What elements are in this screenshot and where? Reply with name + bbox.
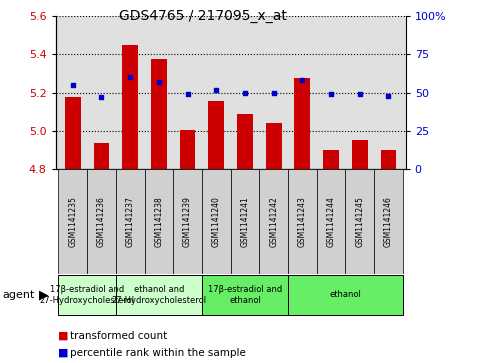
- Text: ■: ■: [58, 348, 69, 358]
- Text: GSM1141236: GSM1141236: [97, 196, 106, 247]
- Text: GSM1141244: GSM1141244: [327, 196, 336, 247]
- Point: [241, 90, 249, 95]
- Text: GSM1141246: GSM1141246: [384, 196, 393, 247]
- Bar: [87, 169, 116, 274]
- Text: 17β-estradiol and
ethanol: 17β-estradiol and ethanol: [208, 285, 282, 305]
- Text: transformed count: transformed count: [70, 331, 167, 341]
- Bar: [58, 169, 87, 274]
- Bar: [237, 114, 253, 169]
- Text: GSM1141242: GSM1141242: [269, 196, 278, 247]
- Text: 17β-estradiol and
27-Hydroxycholesterol: 17β-estradiol and 27-Hydroxycholesterol: [40, 285, 135, 305]
- Text: percentile rank within the sample: percentile rank within the sample: [70, 348, 246, 358]
- Bar: [231, 169, 259, 274]
- Point: [184, 91, 191, 97]
- Bar: [266, 123, 282, 169]
- Bar: [151, 59, 167, 169]
- Bar: [288, 169, 317, 274]
- Bar: [116, 169, 144, 274]
- Text: GSM1141239: GSM1141239: [183, 196, 192, 247]
- Text: GSM1141240: GSM1141240: [212, 196, 221, 247]
- Bar: [116, 275, 202, 315]
- Bar: [317, 169, 345, 274]
- Bar: [345, 169, 374, 274]
- Bar: [208, 101, 224, 169]
- Bar: [173, 169, 202, 274]
- Bar: [122, 45, 138, 169]
- Text: GSM1141241: GSM1141241: [241, 196, 250, 247]
- Text: ■: ■: [58, 331, 69, 341]
- Bar: [288, 275, 403, 315]
- Bar: [144, 169, 173, 274]
- Bar: [295, 78, 310, 169]
- Text: agent: agent: [2, 290, 35, 300]
- Text: GSM1141237: GSM1141237: [126, 196, 135, 247]
- Text: ▶: ▶: [39, 289, 48, 301]
- Point: [127, 74, 134, 80]
- Point: [327, 91, 335, 97]
- Point: [356, 91, 364, 97]
- Text: GDS4765 / 217095_x_at: GDS4765 / 217095_x_at: [119, 9, 287, 23]
- Point: [213, 87, 220, 93]
- Text: GSM1141235: GSM1141235: [68, 196, 77, 247]
- Bar: [202, 275, 288, 315]
- Bar: [202, 169, 231, 274]
- Point: [98, 94, 105, 100]
- Bar: [259, 169, 288, 274]
- Text: ethanol and
27-Hydroxycholesterol: ethanol and 27-Hydroxycholesterol: [111, 285, 206, 305]
- Bar: [58, 275, 116, 315]
- Point: [384, 93, 392, 98]
- Text: ethanol: ethanol: [329, 290, 361, 299]
- Text: GSM1141245: GSM1141245: [355, 196, 364, 247]
- Bar: [374, 169, 403, 274]
- Bar: [381, 150, 397, 169]
- Point: [270, 90, 278, 95]
- Bar: [94, 143, 109, 169]
- Bar: [180, 130, 196, 169]
- Text: GSM1141243: GSM1141243: [298, 196, 307, 247]
- Bar: [65, 97, 81, 169]
- Point: [298, 77, 306, 83]
- Text: GSM1141238: GSM1141238: [155, 196, 163, 247]
- Bar: [323, 150, 339, 169]
- Bar: [352, 140, 368, 169]
- Point: [155, 79, 163, 85]
- Point: [69, 82, 77, 88]
